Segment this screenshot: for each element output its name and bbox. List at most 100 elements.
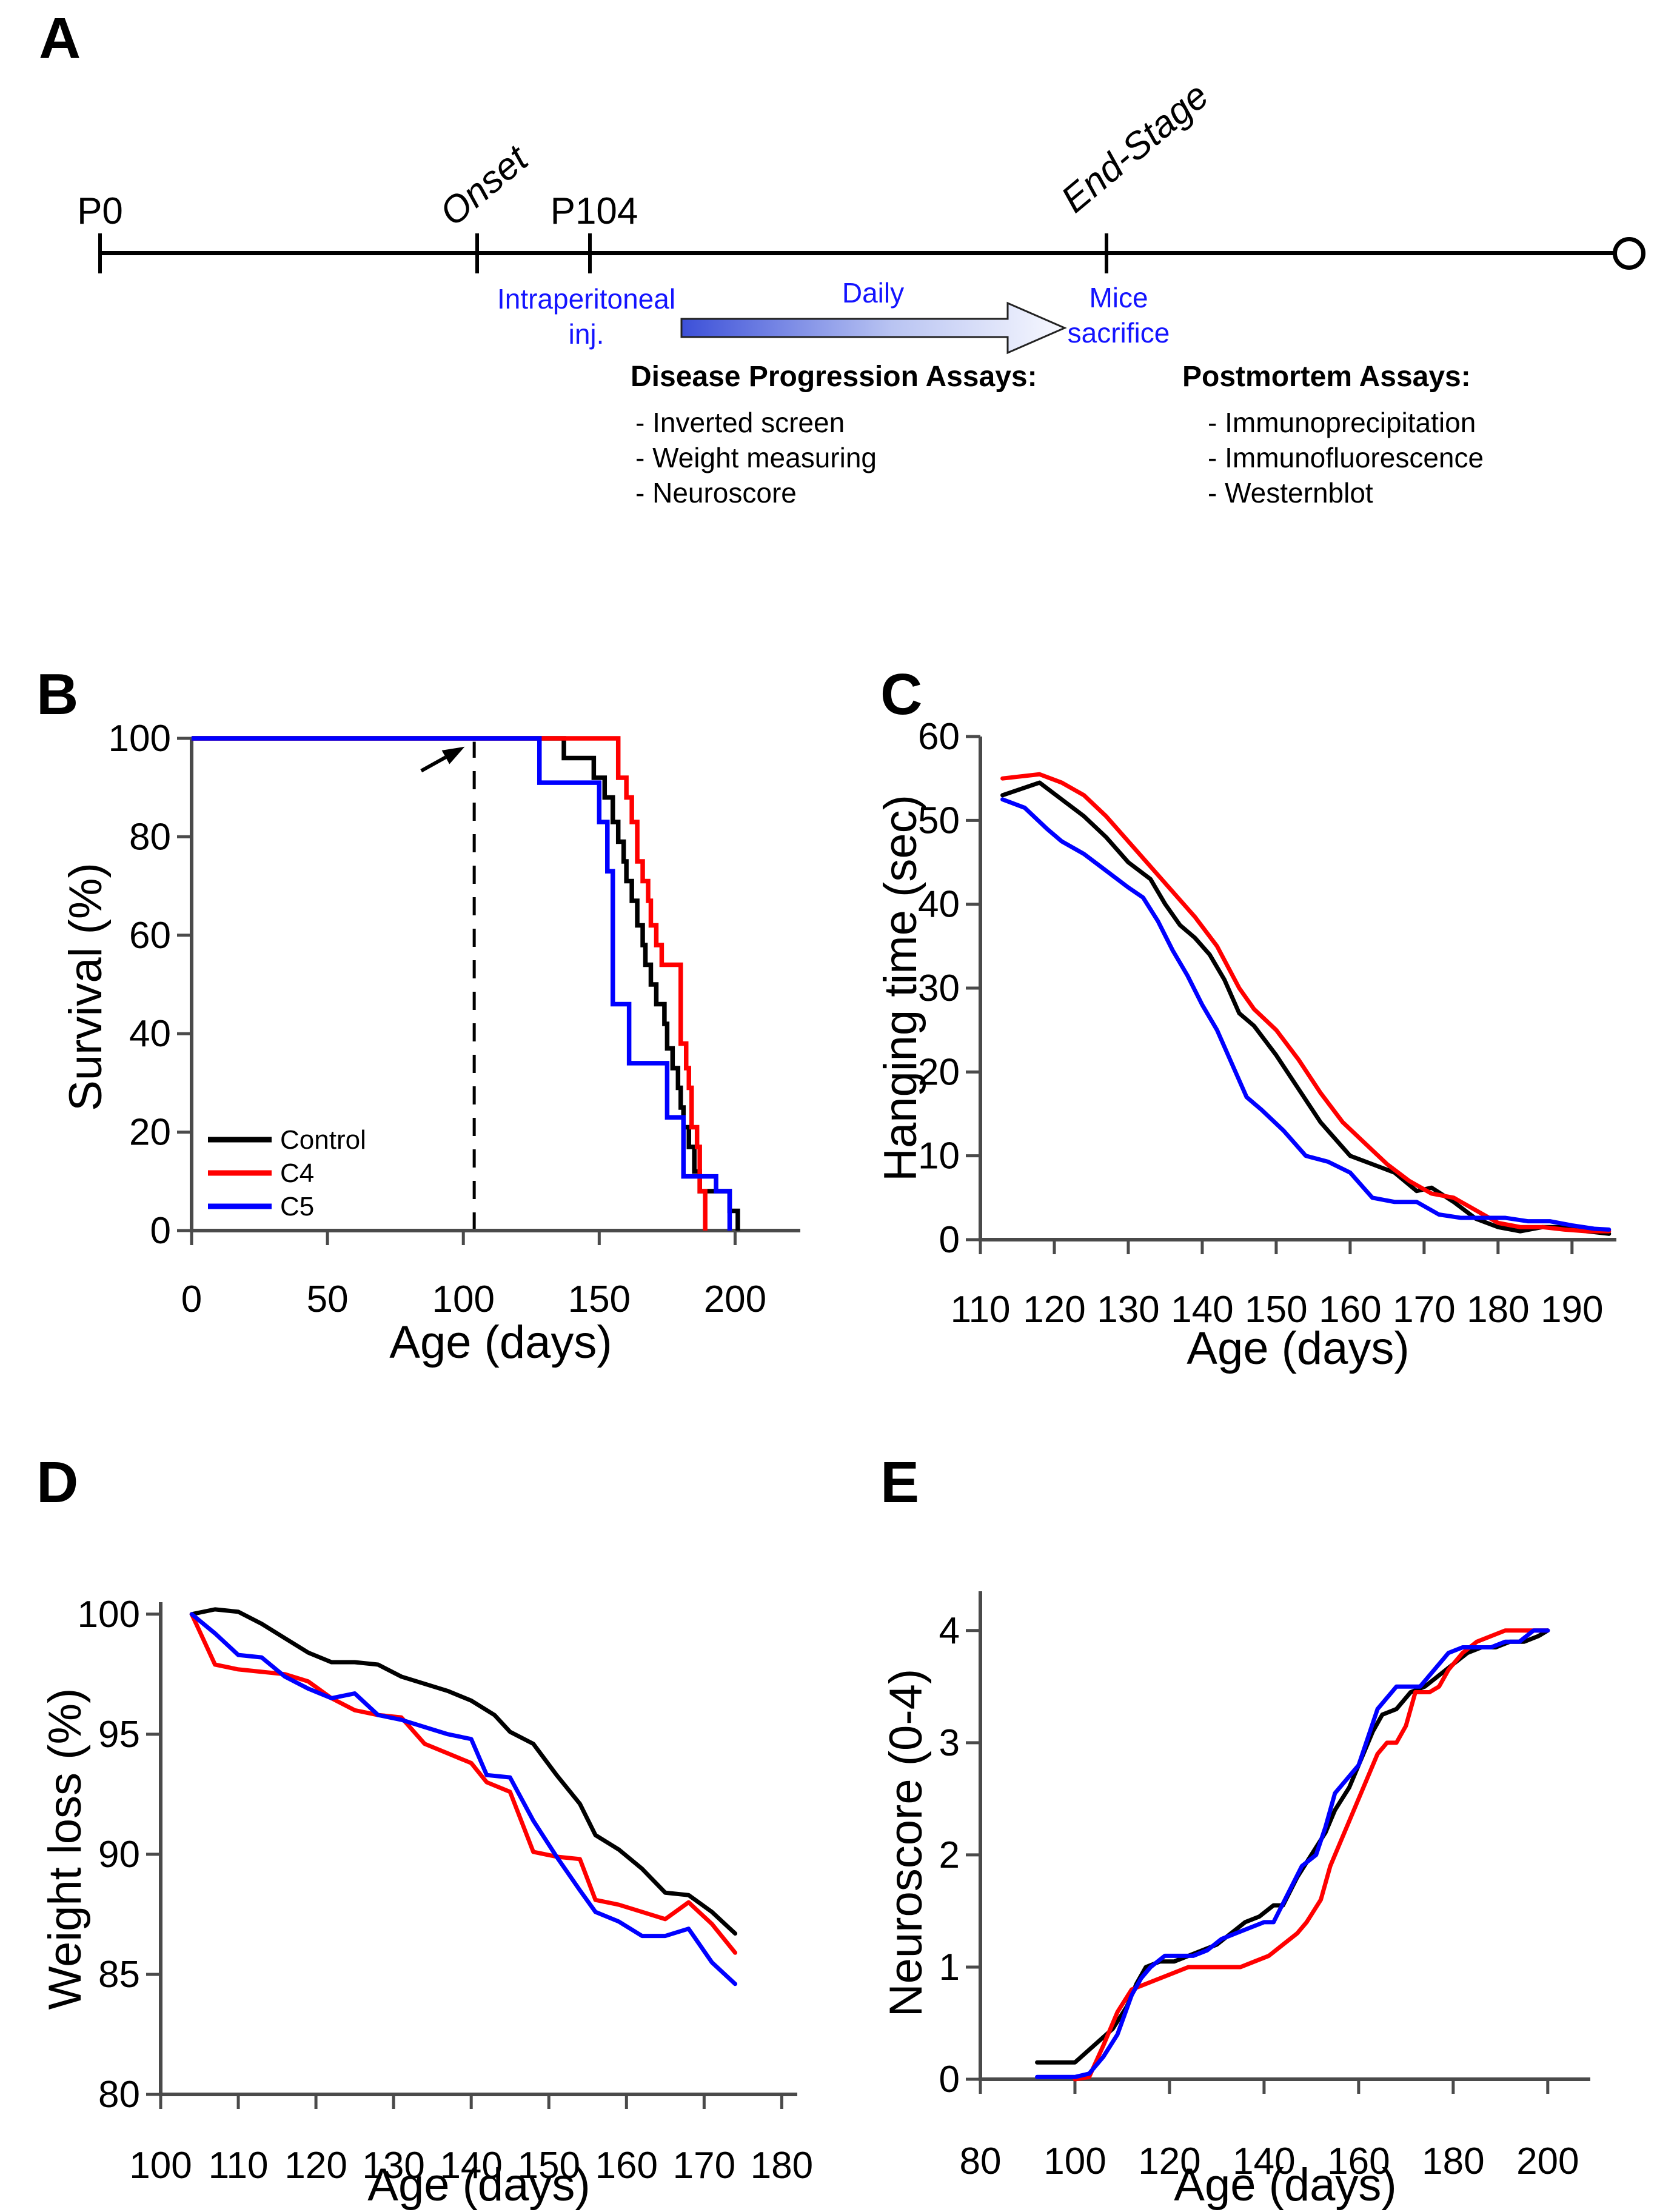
y-tick-label: 20 (918, 1051, 960, 1093)
series-line-control (1000, 780, 1612, 1236)
y-tick-label: 50 (918, 800, 960, 841)
panel-c-label: C (880, 662, 923, 727)
daily-label: Daily (842, 277, 905, 309)
x-tick-label: 180 (751, 2145, 813, 2187)
y-tick-label: 2 (939, 1834, 960, 1876)
x-tick-label: 150 (518, 2145, 580, 2187)
y-tick-label: 30 (918, 967, 960, 1009)
panel-b: B 0 50 100 150 200 0 20 40 60 80 100 Control C4 C5 Su… (36, 666, 843, 1412)
neuroscore-x-axis-label: Age (days) (1174, 2159, 1397, 2211)
y-tick-label: 95 (98, 1714, 140, 1756)
neuroscore-chart: 80 100 120 140 160 180 200 0 1 2 3 4 (939, 1591, 1590, 2182)
x-tick-label: 200 (1516, 2140, 1579, 2182)
timeline-tick-onset (475, 233, 479, 273)
x-tick-label: 170 (1393, 1289, 1455, 1331)
daily-arrow-icon (680, 301, 1067, 355)
injection-label-line1: Intraperitoneal (497, 283, 676, 315)
postmortem-assay-item: - Immunoprecipitation (1208, 407, 1476, 438)
timeline-onset-label: Onset (432, 138, 536, 235)
x-tick-label: 160 (595, 2145, 658, 2187)
panel-e: E 80 100 120 140 160 180 200 0 1 2 3 4 Neuroscore (… (849, 1454, 1657, 2212)
y-tick-label: 0 (939, 2059, 960, 2100)
y-tick-label: 90 (98, 1834, 140, 1876)
annotation-arrow-shaft (420, 755, 447, 773)
x-tick-label: 160 (1319, 1289, 1381, 1331)
x-tick-label: 130 (362, 2145, 424, 2187)
sacrifice-label-line1: Mice (1089, 282, 1148, 313)
legend-label-c5: C5 (280, 1192, 314, 1221)
legend-label-c4: C4 (280, 1158, 314, 1188)
x-tick-label: 170 (673, 2145, 735, 2187)
x-tick-label: 150 (1245, 1289, 1307, 1331)
hanging-y-axis-label: Hanging time (sec) (875, 795, 926, 1181)
x-tick-label: 150 (568, 1278, 631, 1320)
x-tick-label: 80 (960, 2140, 1002, 2182)
timeline-p104-label: P104 (550, 190, 638, 232)
x-tick-label: 190 (1541, 1289, 1603, 1331)
y-tick-label: 1 (939, 1946, 960, 1988)
x-tick-label: 120 (1138, 2140, 1200, 2182)
x-tick-label: 140 (1233, 2140, 1295, 2182)
timeline-p0-label: P0 (77, 190, 123, 232)
series-line-c4 (192, 736, 708, 1231)
y-tick-label: 100 (78, 1594, 140, 1636)
series-line-control (192, 736, 740, 1231)
series-line-c4 (1073, 1628, 1550, 2082)
injection-label-line2: inj. (568, 318, 604, 350)
x-tick-label: 180 (1467, 1289, 1529, 1331)
sacrifice-label-line2: sacrifice (1067, 317, 1170, 349)
y-tick-label: 60 (129, 915, 171, 957)
x-tick-label: 100 (129, 2145, 192, 2187)
timeline-end-circle (1613, 237, 1645, 270)
series-line-control (189, 1607, 738, 1936)
disease-assays-heading: Disease Progression Assays: (631, 361, 1037, 393)
x-tick-label: 50 (307, 1278, 349, 1320)
hanging-time-chart: 110 120 130 140 150 160 170 180 190 0 10 20 30 40 50 60 (918, 716, 1616, 1331)
y-tick-label: 0 (150, 1210, 171, 1252)
series-line-c5 (1035, 1628, 1550, 2079)
y-tick-label: 20 (129, 1112, 171, 1154)
x-tick-label: 140 (1171, 1289, 1233, 1331)
timeline-tick-endstage (1105, 233, 1108, 273)
weight-loss-chart: 100 110 120 130 140 150 160 170 180 80 85 90 95 100 (78, 1594, 814, 2187)
x-tick-label: 110 (951, 1289, 1011, 1331)
series-line-c5 (189, 1612, 738, 1986)
panel-d-label: D (36, 1450, 79, 1515)
y-tick-label: 80 (129, 816, 171, 858)
x-tick-label: 100 (432, 1278, 494, 1320)
y-tick-label: 0 (939, 1219, 960, 1261)
series-line-c5 (192, 736, 732, 1231)
panel-e-label: E (880, 1450, 920, 1515)
hanging-x-axis-label: Age (days) (1187, 1323, 1410, 1374)
x-tick-label: 120 (284, 2145, 347, 2187)
y-tick-label: 10 (918, 1135, 960, 1177)
disease-assay-item: - Inverted screen (635, 407, 845, 438)
survival-x-axis-label: Age (days) (389, 1317, 612, 1368)
postmortem-assay-item: - Immunofluorescence (1208, 442, 1484, 473)
y-tick-label: 60 (918, 716, 960, 758)
annotation-arrow-head (441, 746, 465, 764)
weight-y-axis-label: Weight loss (%) (39, 1688, 91, 2010)
series-line-c4 (1000, 772, 1612, 1234)
x-tick-label: 100 (1043, 2140, 1106, 2182)
legend-label-control: Control (280, 1125, 366, 1155)
weight-x-axis-label: Age (days) (367, 2159, 591, 2211)
x-tick-label: 180 (1422, 2140, 1484, 2182)
panel-d: D 100 110 120 130 140 150 160 170 180 80 85 90 95 100… (36, 1454, 843, 2212)
panel-a-label: A (39, 6, 81, 71)
panel-a: A P0 Onset P104 End-Stage Intraperitonea… (0, 0, 1657, 655)
x-tick-label: 110 (209, 2145, 269, 2187)
y-tick-label: 3 (939, 1722, 960, 1764)
y-tick-label: 85 (98, 1954, 140, 1996)
y-tick-label: 40 (918, 884, 960, 926)
y-tick-label: 100 (109, 718, 171, 760)
x-tick-label: 130 (1097, 1289, 1159, 1331)
x-tick-label: 200 (704, 1278, 766, 1320)
survival-y-axis-label: Survival (%) (60, 863, 112, 1111)
disease-assay-item: - Neuroscore (635, 477, 797, 509)
disease-assay-item: - Weight measuring (635, 442, 877, 473)
x-tick-label: 160 (1327, 2140, 1390, 2182)
postmortem-assay-item: - Westernblot (1208, 477, 1373, 509)
